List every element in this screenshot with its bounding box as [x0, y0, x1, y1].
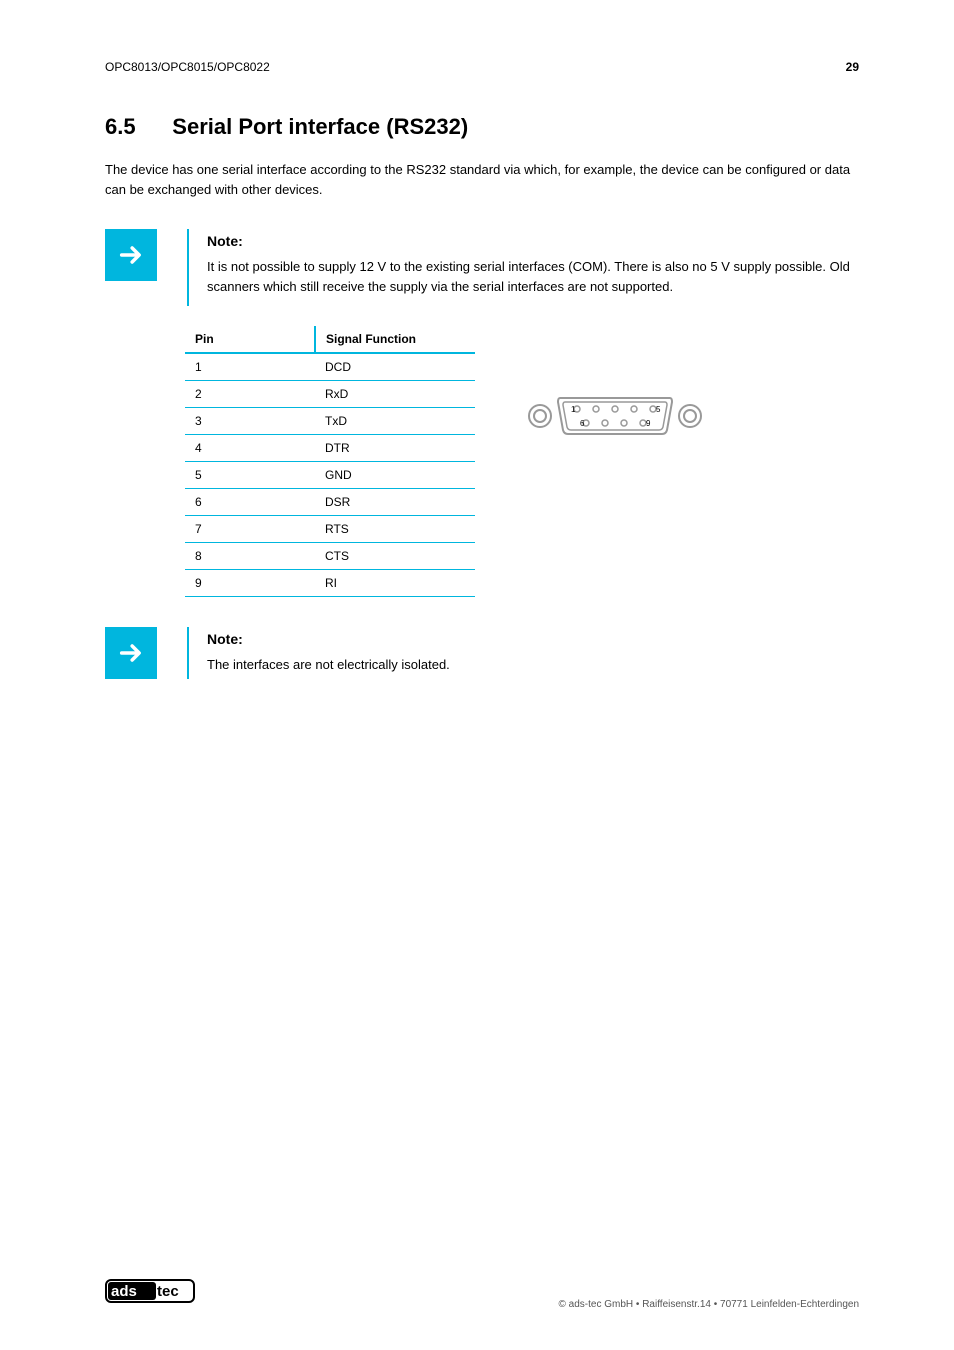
table-row: 2RxD [185, 381, 475, 408]
section-number: 6.5 [105, 114, 136, 139]
note-2-text: The interfaces are not electrically isol… [207, 655, 859, 675]
table-row: 4DTR [185, 435, 475, 462]
table-row: 5GND [185, 462, 475, 489]
note-2: Note: The interfaces are not electricall… [105, 627, 859, 679]
svg-text:tec: tec [157, 1283, 179, 1300]
pin-label-6: 6 [580, 419, 585, 428]
table-row: 6DSR [185, 489, 475, 516]
note-1: Note: It is not possible to supply 12 V … [105, 229, 859, 306]
pin-assignment-table: Pin Signal Function 1DCD 2RxD 3TxD 4DTR … [185, 326, 475, 597]
section-heading: 6.5 Serial Port interface (RS232) [105, 114, 859, 140]
header-model: OPC8013/OPC8015/OPC8022 [105, 60, 270, 74]
table-row: 9RI [185, 570, 475, 597]
table-row: 1DCD [185, 353, 475, 381]
col-header-pin: Pin [185, 326, 315, 353]
table-row: 3TxD [185, 408, 475, 435]
page-header: OPC8013/OPC8015/OPC8022 29 [105, 60, 859, 74]
table-row: 8CTS [185, 543, 475, 570]
copyright-text: © ads-tec GmbH • Raiffeisenstr.14 • 7077… [559, 1299, 859, 1310]
arrow-icon [105, 229, 157, 281]
note-2-title: Note: [207, 631, 859, 647]
intro-paragraph: The device has one serial interface acco… [105, 160, 859, 199]
svg-text:ads: ads [111, 1283, 137, 1300]
adstec-logo: ads tec [105, 1277, 195, 1310]
table-row: 7RTS [185, 516, 475, 543]
page-footer: ads tec © ads-tec GmbH • Raiffeisenstr.1… [0, 1277, 954, 1310]
db9-connector-diagram: 1 5 6 9 [525, 386, 705, 597]
pin-label-1: 1 [571, 405, 576, 414]
note-1-title: Note: [207, 233, 859, 249]
note-1-text: It is not possible to supply 12 V to the… [207, 257, 859, 296]
pin-label-9: 9 [646, 419, 651, 428]
pin-label-5: 5 [656, 405, 661, 414]
col-header-signal: Signal Function [315, 326, 475, 353]
page-number: 29 [846, 60, 859, 74]
arrow-icon [105, 627, 157, 679]
section-title-text: Serial Port interface (RS232) [172, 114, 468, 139]
